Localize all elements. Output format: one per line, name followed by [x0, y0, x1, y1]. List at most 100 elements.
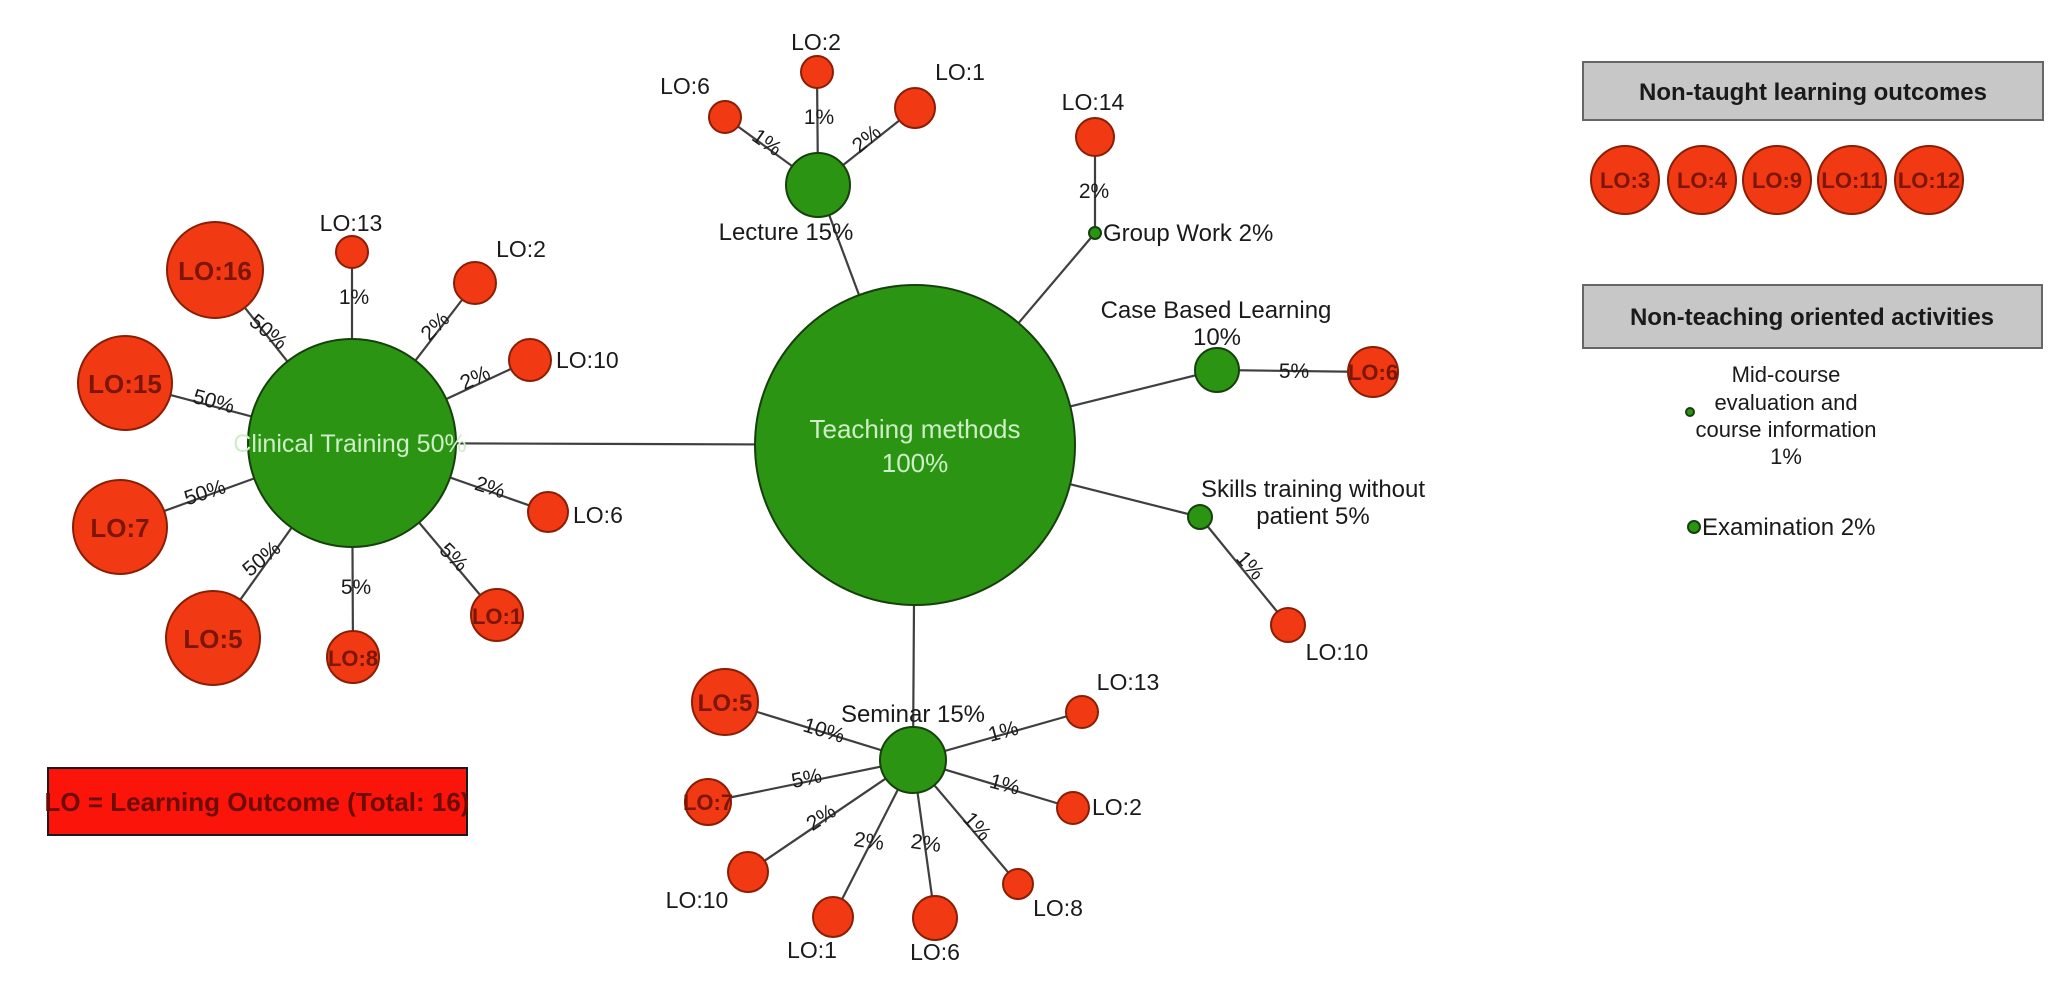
lo-label: LO:2	[496, 236, 546, 262]
lo-node	[691, 668, 759, 736]
lo-label: LO:8	[1033, 895, 1083, 921]
cluster-case-based-learning: Case Based Learning 10% LO:6 5%	[1101, 297, 1399, 398]
cluster-clinical-training: Clinical Training 50% LO:16 LO:15 LO:7 L…	[72, 210, 623, 686]
edge-pct: 5%	[435, 539, 473, 577]
seminar-label: Seminar 15%	[841, 701, 985, 728]
lo-node	[453, 261, 497, 305]
skills-training-label: Skills training without	[1201, 476, 1425, 503]
lo-node	[1065, 695, 1099, 729]
lo-node	[1056, 791, 1090, 825]
group-work-node	[1088, 226, 1102, 240]
legend-header-box	[1582, 61, 2044, 121]
edge-pct: 1%	[958, 808, 995, 846]
skills-training-pct: patient 5%	[1256, 503, 1369, 530]
teaching-methods-pct: 100%	[882, 448, 949, 478]
edge-pct: 5%	[1279, 360, 1309, 383]
lo-label: LO:5	[183, 624, 242, 654]
legend-title: Non-taught learning outcomes	[1639, 79, 1987, 106]
edge-pct: 2%	[848, 120, 886, 157]
cluster-group-work: Group Work 2% LO:14 2%	[1062, 89, 1274, 247]
edge-pct: 1%	[748, 125, 786, 161]
lo-label: LO:6	[910, 939, 960, 965]
edge-pct: 2%	[1079, 180, 1109, 203]
midcourse-line: evaluation and	[1714, 390, 1857, 415]
lo-node	[1590, 145, 1660, 215]
lo-label: LO:2	[791, 29, 841, 55]
edge-pct: 1%	[986, 717, 1021, 747]
edge-pct: 1%	[339, 286, 369, 309]
examination-label: Examination 2%	[1702, 514, 1875, 541]
lo-node	[684, 778, 732, 826]
cluster-seminar: Seminar 15% LO:5 LO:7 LO:10 LO:1 LO:6 LO…	[666, 668, 1160, 965]
lo-label: LO:5	[698, 690, 753, 717]
lo-label: LO:6	[660, 73, 710, 99]
lo-node	[527, 491, 569, 533]
lo-node	[800, 55, 834, 89]
lo-label: LO:12	[1898, 168, 1960, 193]
edge-pct: 50%	[238, 537, 285, 582]
edge-pct: 2%	[472, 472, 508, 503]
lo-node	[812, 896, 854, 938]
edge-pct: 1%	[804, 106, 834, 129]
lo-label: LO:9	[1752, 168, 1802, 193]
lo-node	[1667, 145, 1737, 215]
case-based-node	[1194, 347, 1240, 393]
lo-label: LO:3	[1600, 168, 1650, 193]
lo-node	[1075, 117, 1115, 157]
cluster-teaching-methods: Teaching methods 100%	[754, 284, 1076, 606]
lo-note: LO = Learning Outcome (Total: 16)	[45, 767, 470, 836]
legend-header-box	[1582, 284, 2043, 349]
lo-node	[1347, 346, 1399, 398]
lo-node	[335, 235, 369, 269]
lo-node	[1270, 607, 1306, 643]
edge-pct: 5%	[341, 576, 371, 599]
lo-node	[894, 87, 936, 129]
edge-pct: 1%	[1231, 547, 1268, 585]
edge-pct: 1%	[987, 770, 1022, 800]
case-based-label: Case Based Learning	[1101, 297, 1332, 324]
edge-pct: 2%	[457, 361, 494, 395]
edge-pct: 50%	[181, 475, 228, 510]
lo-node	[72, 479, 168, 575]
lo-label: LO:8	[328, 646, 378, 671]
cluster-lecture: Lecture 15% LO:6 LO:2 LO:1 1% 1% 2%	[660, 29, 985, 246]
lo-label: LO:1	[935, 59, 985, 85]
edge-skills-lo10	[1199, 516, 1289, 626]
lo-label: LO:13	[320, 210, 383, 236]
teaching-methods-label: Teaching methods	[809, 414, 1020, 444]
edge-seminar-lo7	[707, 758, 914, 804]
legend-title: Non-teaching oriented activities	[1630, 304, 1994, 331]
edge-pct: 2%	[852, 828, 885, 855]
lo-label: LO:10	[1306, 639, 1369, 665]
note-text: LO = Learning Outcome (Total: 16)	[45, 787, 470, 817]
lo-label: LO:13	[1097, 669, 1160, 695]
lo-label: LO:16	[178, 256, 252, 286]
lo-label: LO:6	[573, 502, 623, 528]
lo-node	[1817, 145, 1887, 215]
lecture-label: Lecture 15%	[719, 219, 854, 246]
edge-pct: 2%	[909, 830, 942, 857]
lo-label: LO:2	[1092, 794, 1142, 820]
lo-node	[727, 851, 769, 893]
clinical-training-label: Clinical Training 50%	[233, 430, 466, 458]
lecture-node	[785, 152, 851, 218]
note-box	[47, 767, 468, 836]
lo-label: LO:10	[556, 347, 619, 373]
lo-label: LO:7	[90, 513, 149, 543]
lo-node	[508, 338, 552, 382]
lo-node	[470, 588, 524, 642]
lo-node	[1742, 145, 1812, 215]
lo-node	[1002, 868, 1034, 900]
edge-pct: 5%	[789, 764, 823, 793]
lo-label: LO:6	[1348, 360, 1398, 385]
legend-non-taught: Non-taught learning outcomes LO:3 LO:4 L…	[1582, 61, 2044, 215]
lo-node	[708, 100, 742, 134]
lo-label: LO:7	[683, 790, 733, 815]
midcourse-line: course information	[1696, 417, 1877, 442]
lo-node	[166, 221, 264, 319]
midcourse-line: Mid-course	[1732, 362, 1841, 387]
examination-dot	[1687, 520, 1701, 534]
lo-node	[326, 630, 380, 684]
lo-label: LO:1	[787, 937, 837, 963]
